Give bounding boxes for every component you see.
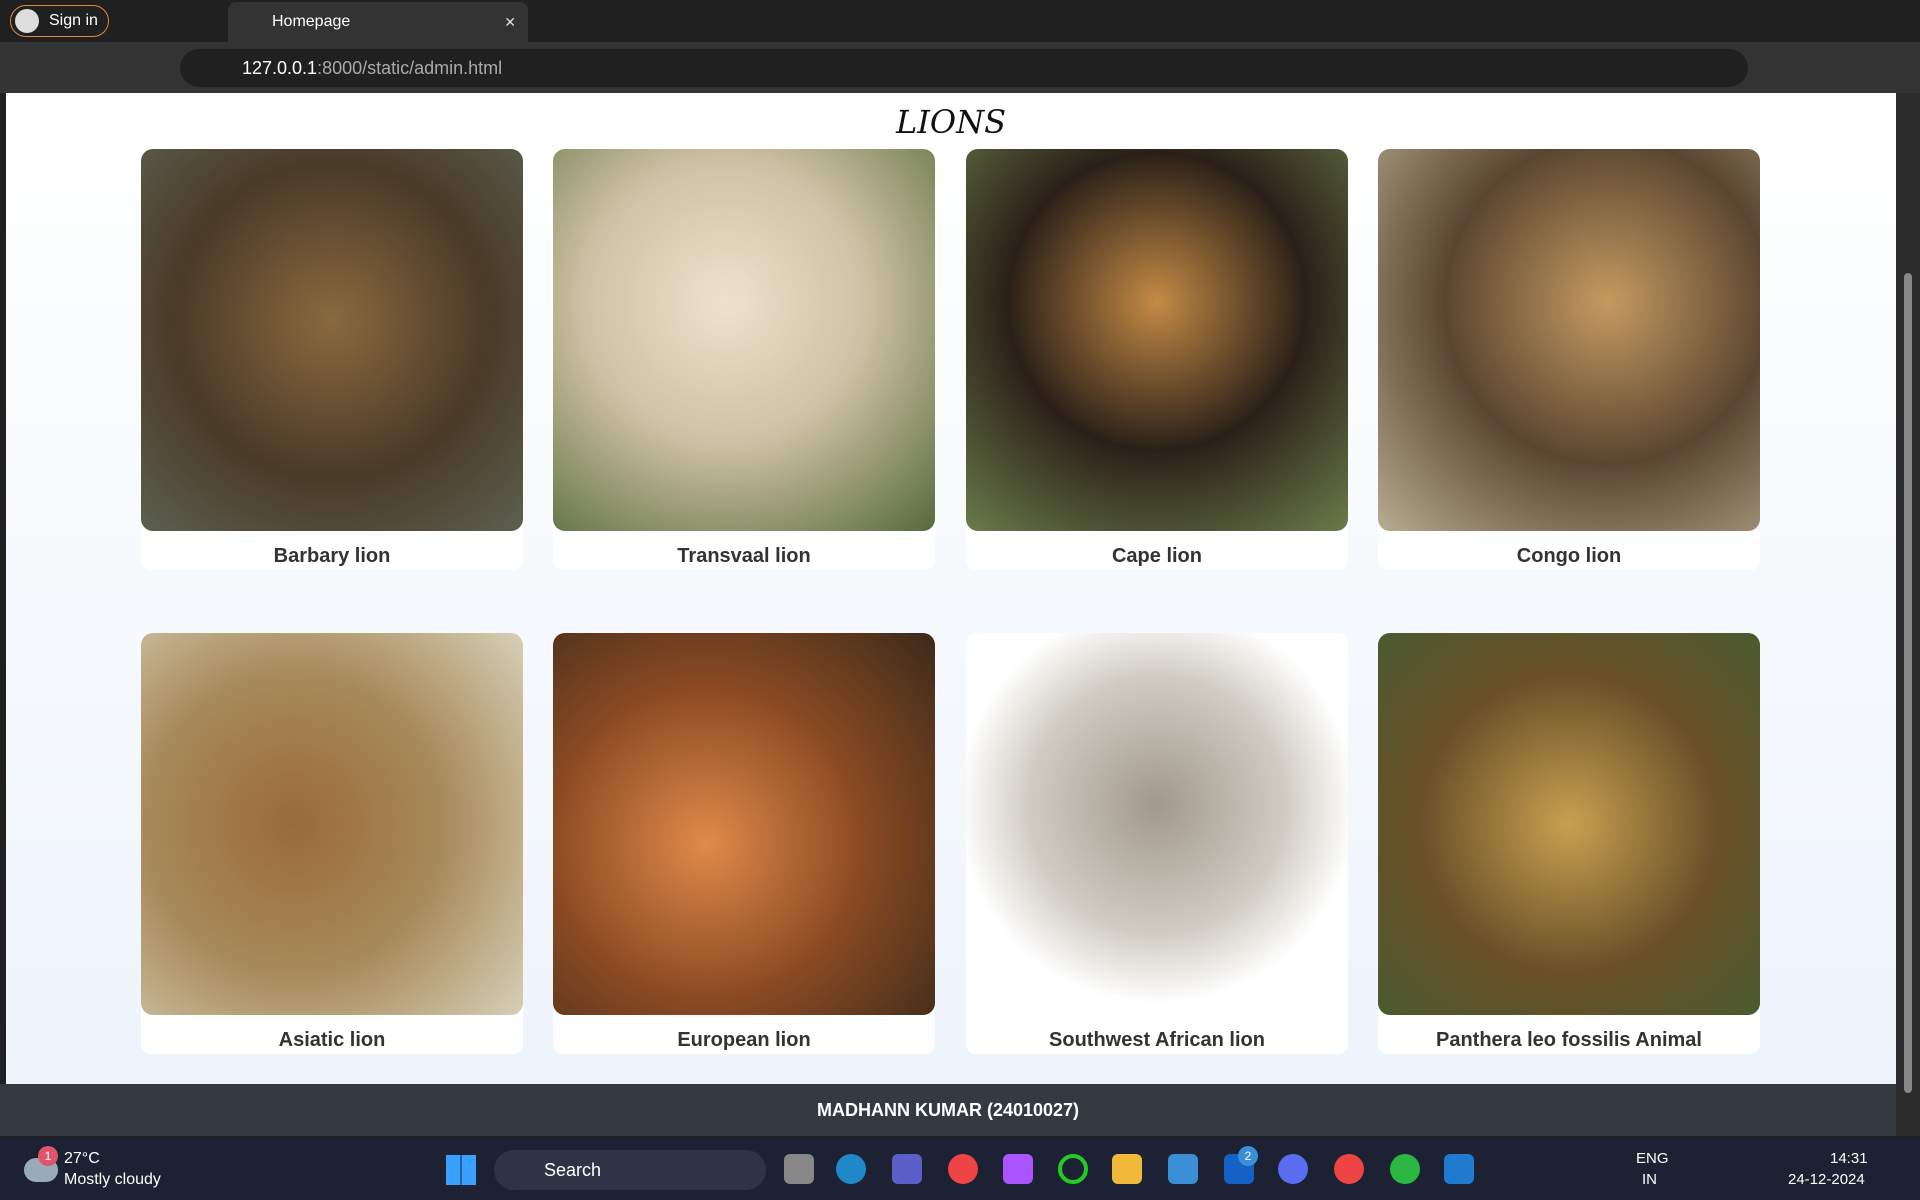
lion-card[interactable]: Asiatic lion bbox=[141, 633, 523, 1054]
lion-card[interactable]: Barbary lion bbox=[141, 149, 523, 570]
lion-image bbox=[966, 633, 1348, 1015]
footer: MADHANN KUMAR (24010027) bbox=[0, 1084, 1896, 1136]
lion-name: European lion bbox=[677, 1029, 811, 1051]
app-icon[interactable] bbox=[1168, 1154, 1198, 1184]
browser-tab[interactable]: Homepage bbox=[228, 2, 528, 42]
lion-card[interactable]: European lion bbox=[553, 633, 935, 1054]
weather-text: Mostly cloudy bbox=[64, 1171, 161, 1188]
clock-time[interactable]: 14:31 bbox=[1830, 1150, 1868, 1167]
temperature: 27°C bbox=[64, 1150, 100, 1167]
app-icon[interactable] bbox=[1444, 1154, 1474, 1184]
lion-image bbox=[553, 149, 935, 531]
app-icon[interactable] bbox=[892, 1154, 922, 1184]
lion-image bbox=[141, 633, 523, 1015]
lion-name: Asiatic lion bbox=[278, 1029, 386, 1051]
lion-card[interactable]: Cape lion bbox=[966, 149, 1348, 570]
lion-image bbox=[1378, 633, 1760, 1015]
tab-bar: Sign in Homepage bbox=[0, 0, 1920, 42]
lion-name: Barbary lion bbox=[273, 545, 391, 567]
lion-image bbox=[553, 633, 935, 1015]
lion-image bbox=[966, 149, 1348, 531]
lion-card[interactable]: Transvaal lion bbox=[553, 149, 935, 570]
lion-name: Southwest African lion bbox=[1049, 1029, 1265, 1051]
app-icon[interactable] bbox=[1334, 1154, 1364, 1184]
url-host: 127.0.0.1 bbox=[242, 58, 318, 78]
lion-name: Cape lion bbox=[1111, 545, 1202, 567]
url-path: :8000/static/admin.html bbox=[317, 58, 503, 78]
app-icon[interactable] bbox=[784, 1154, 814, 1184]
lion-image bbox=[141, 149, 523, 531]
region[interactable]: IN bbox=[1642, 1171, 1657, 1188]
app-icon[interactable] bbox=[1058, 1154, 1088, 1184]
clock-date[interactable]: 24-12-2024 bbox=[1788, 1171, 1865, 1188]
lion-name: Congo lion bbox=[1516, 545, 1622, 567]
lion-name: Transvaal lion bbox=[677, 545, 811, 567]
lion-card[interactable]: Southwest African lion bbox=[966, 633, 1348, 1054]
address-bar: 127.0.0.1:8000/static/admin.html bbox=[0, 42, 1920, 93]
app-icon[interactable] bbox=[836, 1154, 866, 1184]
lion-name: Panthera leo fossilis Animal bbox=[1435, 1029, 1702, 1051]
app-badge: 2 bbox=[1238, 1146, 1258, 1166]
url-field[interactable]: 127.0.0.1:8000/static/admin.html bbox=[180, 49, 1748, 87]
page-content: LIONS Barbary lion Transvaal lion Cape lio… bbox=[6, 93, 1896, 1084]
app-icon[interactable] bbox=[948, 1154, 978, 1184]
lion-card[interactable]: Congo lion bbox=[1378, 149, 1760, 570]
app-icon[interactable] bbox=[1278, 1154, 1308, 1184]
app-icon[interactable] bbox=[1390, 1154, 1420, 1184]
language[interactable]: ENG bbox=[1636, 1150, 1669, 1167]
app-icon[interactable] bbox=[1003, 1154, 1033, 1184]
lion-card[interactable]: Panthera leo fossilis Animal bbox=[1378, 633, 1760, 1054]
page-title: LIONS bbox=[895, 103, 1007, 141]
lion-image bbox=[1378, 149, 1760, 531]
start-button[interactable] bbox=[446, 1155, 476, 1185]
weather-badge: 1 bbox=[38, 1146, 58, 1166]
search-box[interactable]: Search bbox=[494, 1150, 766, 1190]
scrollbar[interactable] bbox=[1896, 93, 1920, 1136]
app-icon[interactable] bbox=[1112, 1154, 1142, 1184]
sign-in-button[interactable]: Sign in bbox=[10, 5, 109, 37]
taskbar: 1 27°C Mostly cloudy Search 2 ENG IN 14:… bbox=[0, 1138, 1920, 1200]
